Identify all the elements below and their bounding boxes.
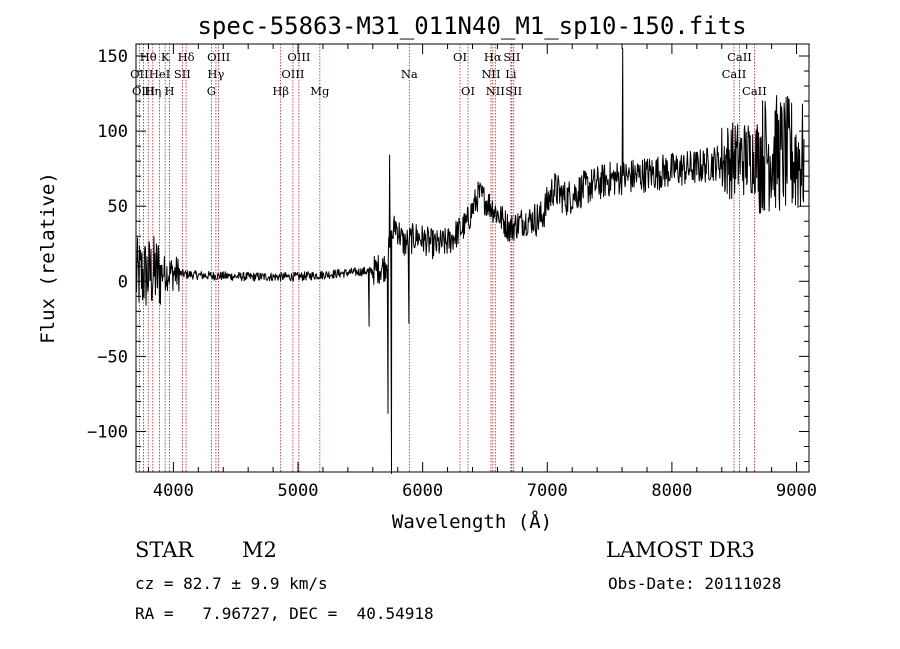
spectral-line-label: SII <box>503 50 520 64</box>
spectral-line-label: Hβ <box>272 84 289 98</box>
spectral-line-label: CaII <box>742 84 767 98</box>
spectral-line-label: Hγ <box>207 67 224 81</box>
survey-name: LAMOST DR3 <box>606 538 755 562</box>
x-tick-label: 5000 <box>278 481 319 501</box>
spectral-line-label: OI <box>461 84 475 98</box>
spectrum-line <box>135 48 805 474</box>
chart-title: spec-55863-M31_011N40_M1_sp10-150.fits <box>197 12 746 40</box>
y-tick-label: −100 <box>87 422 128 442</box>
spectral-subclass: M2 <box>242 538 277 562</box>
x-tick-label: 4000 <box>153 481 194 501</box>
y-tick-label: 100 <box>97 122 128 142</box>
x-tick-label: 8000 <box>651 481 692 501</box>
coordinates: RA = 7.96727, DEC = 40.54918 <box>135 604 434 623</box>
spectral-line-label: OIII <box>207 50 230 64</box>
x-axis-ticks: 4000 5000 6000 7000 8000 9000 <box>147 44 817 501</box>
redshift-velocity: cz = 82.7 ± 9.9 km/s <box>135 574 328 593</box>
spectral-line-label: Mg <box>310 84 330 98</box>
spectral-line-label: OII <box>130 67 149 81</box>
spectral-line-label: SII <box>505 84 522 98</box>
object-type: STAR <box>135 538 194 562</box>
x-tick-label: 7000 <box>527 481 568 501</box>
spectral-line-label: Hη <box>144 84 161 98</box>
spectral-line-label: K <box>161 50 170 64</box>
spectral-line-label: CaII <box>727 50 752 64</box>
spectral-line-label: Hα <box>484 50 502 64</box>
y-tick-label: 150 <box>97 47 128 67</box>
spectral-line-label: Na <box>401 67 418 81</box>
y-tick-label: 50 <box>108 197 128 217</box>
spectral-line-markers <box>138 44 755 472</box>
spectral-line-label: H <box>165 84 175 98</box>
spectral-line-label: NII <box>486 84 505 98</box>
observation-date: Obs-Date: 20111028 <box>608 574 782 593</box>
spectral-line-label: G <box>207 84 216 98</box>
spectral-line-label: OIII <box>132 84 155 98</box>
spectral-line-label: OIII <box>287 50 310 64</box>
x-axis-label: Wavelength (Å) <box>392 510 552 533</box>
x-tick-label: 9000 <box>776 481 817 501</box>
y-tick-label: −50 <box>97 347 128 367</box>
spectral-line-label: NII <box>481 67 500 81</box>
y-axis-ticks: −100 −50 0 50 100 150 <box>87 47 809 462</box>
spectral-line-label: Li <box>505 67 517 81</box>
spectral-line-label: OIII <box>281 67 304 81</box>
spectral-line-label: HeI <box>149 67 170 81</box>
y-tick-label: 0 <box>118 272 128 292</box>
spectral-line-label: Hθ <box>140 50 157 64</box>
spectral-line-labels: HθOIIOIIIHηHeIKHSIIHδGHγOIIIHβOIIIOIIIMg… <box>130 50 767 98</box>
y-axis-label: Flux (relative) <box>37 172 59 344</box>
spectral-line-label: SII <box>174 67 191 81</box>
spectral-line-label: Hδ <box>178 50 195 64</box>
spectral-line-label: CaII <box>722 67 747 81</box>
spectral-line-label: OI <box>453 50 467 64</box>
plot-frame <box>135 43 810 473</box>
x-tick-label: 6000 <box>402 481 443 501</box>
